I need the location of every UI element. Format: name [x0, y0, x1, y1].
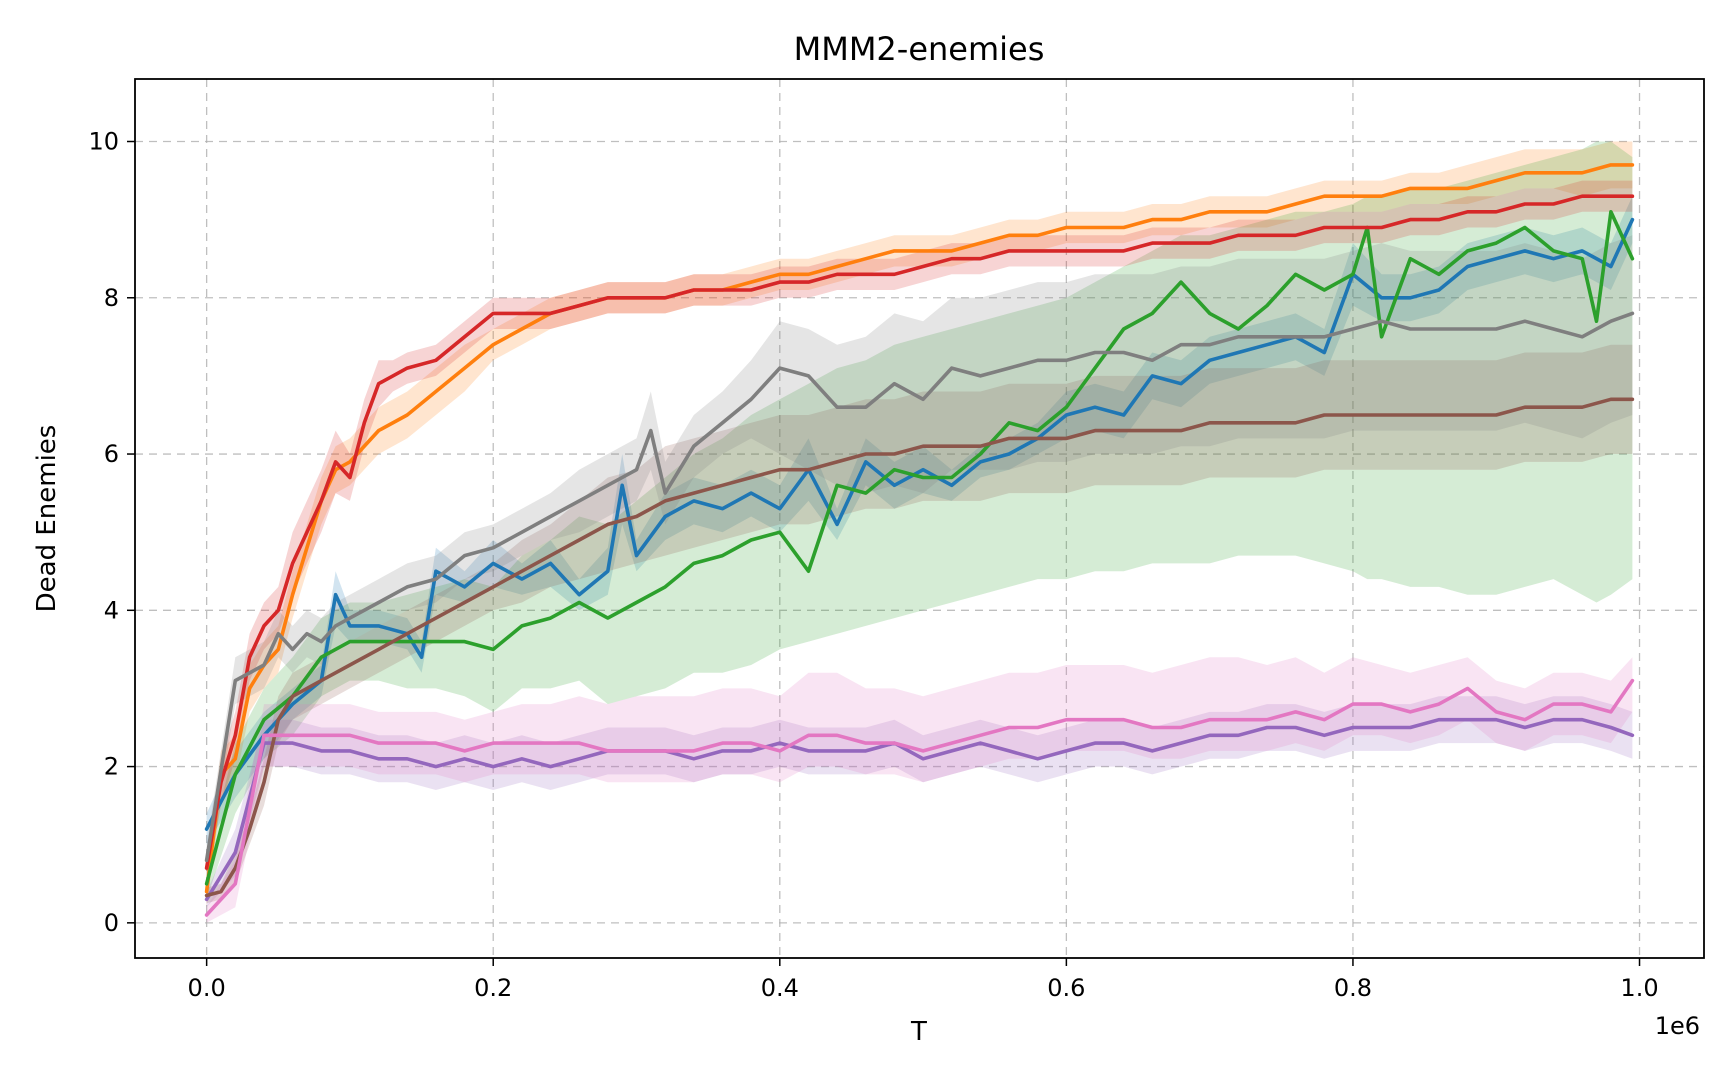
series-line-2: [204, 210, 1635, 886]
x-tick-label-4: 0.8: [1334, 974, 1372, 1002]
series-band-2: [206, 141, 1633, 900]
confidence-bands: [206, 141, 1633, 923]
series-line-6: [204, 678, 1635, 917]
x-axis: 0.0 0.2 0.4 0.6 0.8 1.0: [188, 958, 1659, 1002]
x-tick-label-0: 0.0: [188, 974, 226, 1002]
series-lines: [204, 163, 1635, 917]
chart-title: MMM2-enemies: [794, 30, 1045, 68]
x-axis-offset-label: 1e6: [1655, 1012, 1700, 1040]
series-band-5: [206, 344, 1633, 904]
y-tick-label-5: 10: [88, 128, 119, 156]
series-line-3: [204, 194, 1635, 870]
series-band-4: [206, 696, 1633, 908]
y-tick-label-3: 6: [104, 440, 119, 468]
series-line-0: [204, 217, 1635, 831]
x-tick-label-5: 1.0: [1620, 974, 1658, 1002]
series-band-7: [206, 235, 1633, 877]
x-tick-label-1: 0.2: [474, 974, 512, 1002]
plot-frame: [134, 78, 1705, 959]
y-tick-label-0: 0: [104, 909, 119, 937]
grid: [135, 79, 1704, 958]
x-axis-label: T: [910, 1017, 927, 1047]
x-tick-label-3: 0.6: [1047, 974, 1085, 1002]
y-tick-label-1: 2: [104, 753, 119, 781]
series-band-0: [206, 196, 1633, 845]
series-line-5: [204, 397, 1635, 898]
y-axis: 0 2 4 6 8 10: [88, 128, 135, 937]
x-tick-label-2: 0.4: [761, 974, 799, 1002]
series-line-1: [204, 163, 1635, 894]
y-tick-label-2: 4: [104, 596, 119, 624]
series-line-4: [204, 717, 1635, 902]
series-band-6: [206, 657, 1633, 923]
y-axis-label: Dead Enemies: [32, 425, 62, 613]
y-tick-label-4: 8: [104, 284, 119, 312]
series-line-7: [204, 311, 1635, 863]
